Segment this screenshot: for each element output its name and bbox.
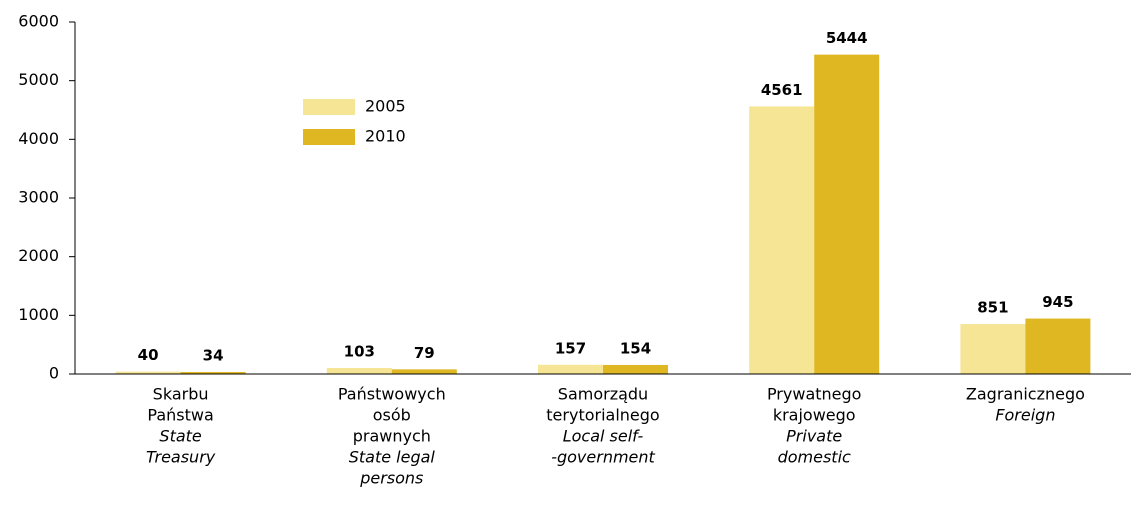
- y-tick-label: 3000: [18, 188, 59, 207]
- x-tick-label-en: Private: [786, 427, 842, 446]
- x-tick-label: osób: [373, 406, 411, 425]
- value-label: 851: [977, 299, 1008, 317]
- x-tick-label-en: persons: [359, 469, 423, 488]
- value-label: 945: [1042, 293, 1073, 311]
- y-tick-label: 6000: [18, 12, 59, 31]
- y-tick-label: 4000: [18, 129, 59, 148]
- x-tick-label: Państwowych: [338, 385, 446, 404]
- bar: [180, 372, 246, 374]
- x-tick-label-en: -government: [551, 448, 655, 467]
- x-tick-label: krajowego: [773, 406, 856, 425]
- value-label: 157: [555, 339, 586, 357]
- x-tick-label-en: domestic: [778, 448, 851, 467]
- bar: [1025, 318, 1091, 374]
- value-label: 154: [620, 339, 651, 357]
- y-tick-label: 2000: [18, 246, 59, 265]
- bar: [814, 54, 880, 375]
- value-label: 79: [414, 344, 435, 362]
- legend-label: 2005: [365, 97, 406, 116]
- x-tick-label-en: Local self-: [563, 427, 644, 446]
- x-tick-label: Samorządu: [558, 385, 648, 404]
- bar: [749, 106, 815, 375]
- legend-swatch: [303, 129, 355, 145]
- bar: [603, 364, 668, 374]
- x-tick-label-en: Treasury: [146, 448, 216, 467]
- x-tick-label-en: Foreign: [995, 406, 1055, 425]
- bar: [538, 364, 603, 374]
- x-tick-label-en: State legal: [349, 448, 436, 467]
- y-tick-label: 0: [49, 364, 59, 383]
- x-tick-label: Skarbu: [153, 385, 209, 404]
- legend-swatch: [303, 99, 355, 115]
- bar: [115, 371, 181, 374]
- legend-label: 2010: [365, 127, 406, 146]
- value-label: 5444: [826, 29, 868, 47]
- value-label: 34: [203, 347, 224, 365]
- value-label: 4561: [761, 81, 803, 99]
- value-label: 103: [344, 342, 375, 360]
- x-tick-label: Prywatnego: [767, 385, 862, 404]
- y-tick-label: 1000: [18, 305, 59, 324]
- x-tick-label: Państwa: [147, 406, 213, 425]
- x-tick-label: prawnych: [353, 427, 431, 446]
- bar: [960, 324, 1026, 374]
- x-tick-label-en: State: [159, 427, 202, 446]
- bar: [391, 369, 457, 374]
- value-label: 40: [138, 346, 159, 364]
- y-tick-label: 5000: [18, 70, 59, 89]
- x-tick-label: terytorialnego: [546, 406, 659, 425]
- x-tick-label: Zagranicznego: [966, 385, 1085, 404]
- bar: [326, 367, 392, 374]
